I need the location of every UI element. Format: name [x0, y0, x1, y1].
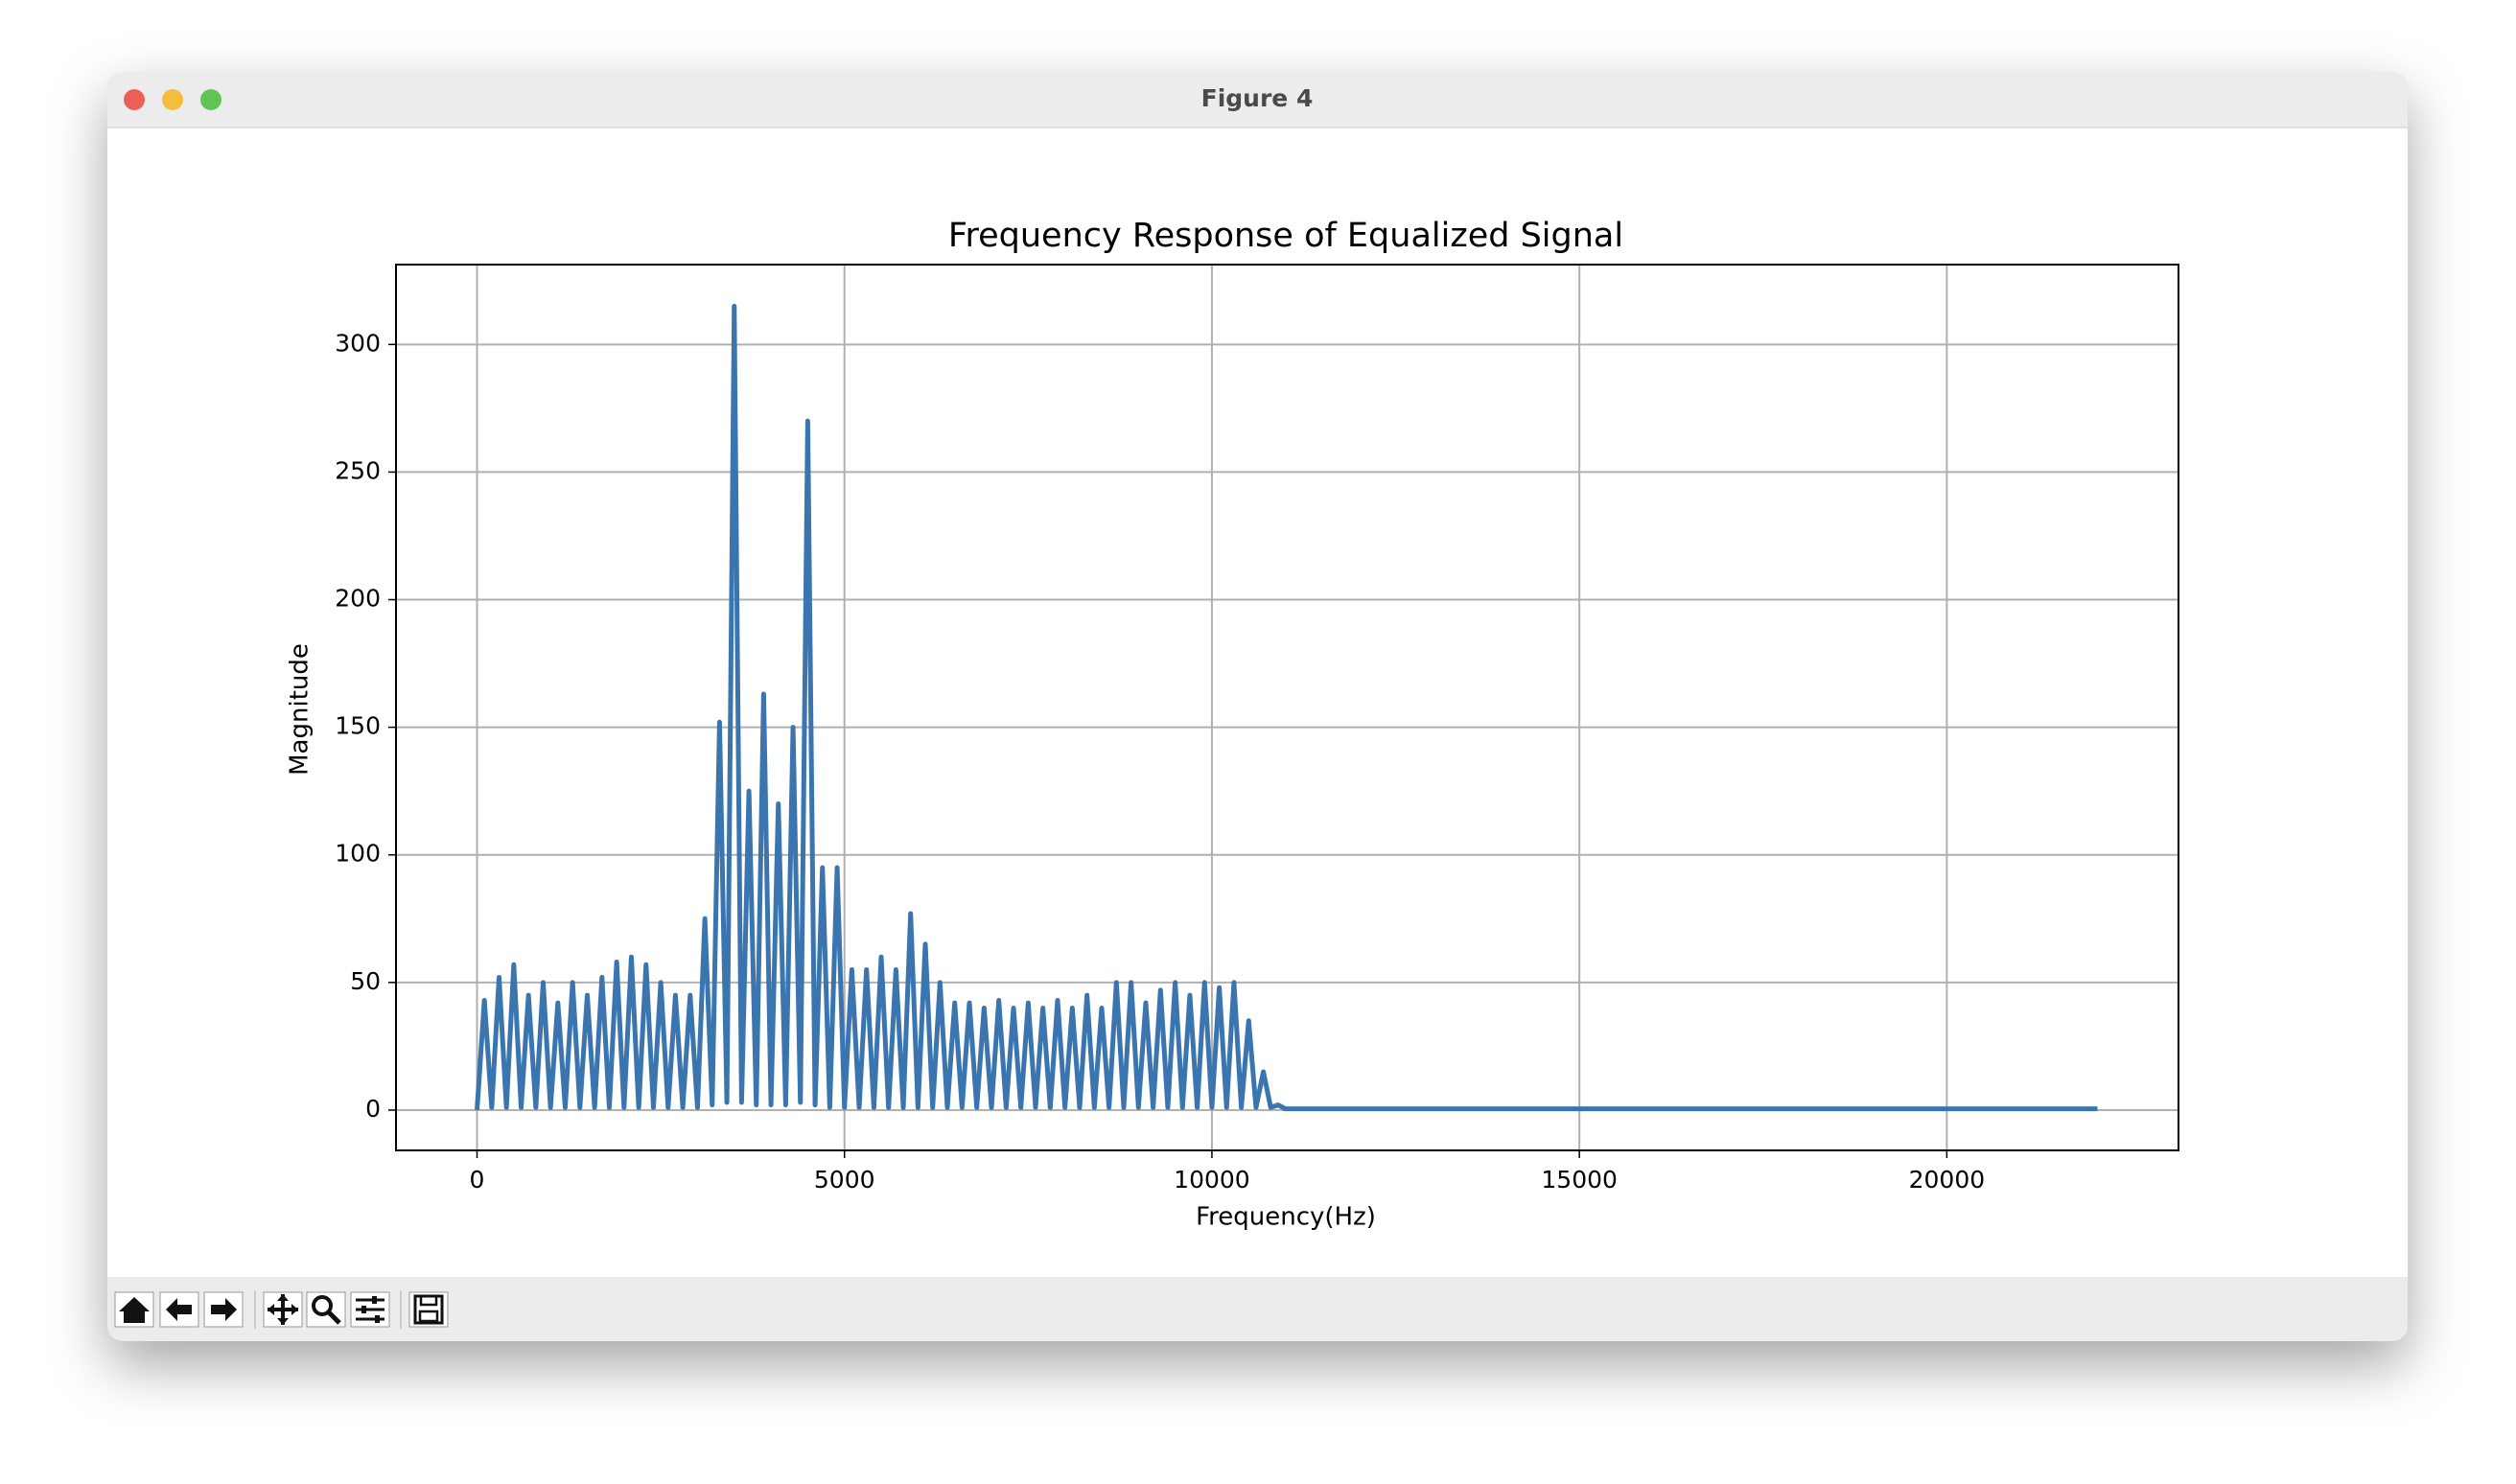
x-tick-label: 10000: [1174, 1166, 1250, 1194]
y-tick-label: 200: [335, 585, 381, 613]
window-title: Figure 4: [1201, 84, 1314, 112]
y-axis-label: Magnitude: [286, 643, 314, 776]
chart-title: Frequency Response of Equalized Signal: [948, 217, 1623, 255]
spectrum-line: [475, 303, 2098, 1112]
y-tick-label: 300: [335, 329, 381, 357]
back-button[interactable]: [159, 1291, 199, 1328]
minimize-button[interactable]: [162, 89, 183, 110]
save-button[interactable]: [408, 1291, 449, 1328]
zoom-button[interactable]: [200, 89, 221, 110]
home-button[interactable]: [114, 1291, 154, 1328]
toolbar: [107, 1277, 2408, 1341]
y-tick-label: 0: [365, 1095, 381, 1123]
configure-button[interactable]: [350, 1291, 390, 1328]
zoom-rect-button[interactable]: [306, 1291, 346, 1328]
y-tick-label: 50: [350, 967, 381, 995]
x-tick-label: 20000: [1909, 1166, 1986, 1194]
x-tick-label: 0: [470, 1166, 485, 1194]
plot: 0 50 100 150 200 250 300 0 5000 10000 15000 20000: [335, 264, 2179, 1194]
y-tick-label: 150: [335, 712, 381, 740]
title-bar: [107, 72, 2408, 128]
forward-button[interactable]: [203, 1291, 244, 1328]
plot-frame: [395, 264, 2179, 1151]
pan-button[interactable]: [263, 1291, 303, 1328]
y-tick-label: 250: [335, 456, 381, 484]
toolbar-icons: [114, 1290, 449, 1329]
window: [107, 72, 2408, 1341]
x-tick-label: 15000: [1541, 1166, 1618, 1194]
x-axis-label: Frequency(Hz): [1196, 1203, 1376, 1232]
y-tick-label: 100: [335, 840, 381, 868]
x-tick-label: 5000: [814, 1166, 875, 1194]
close-button[interactable]: [124, 89, 145, 110]
